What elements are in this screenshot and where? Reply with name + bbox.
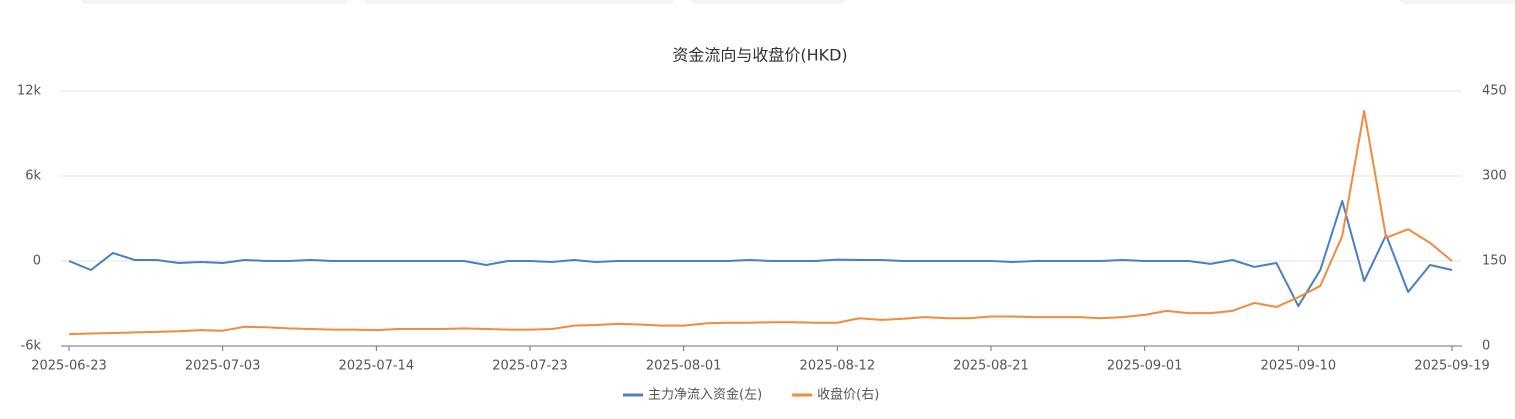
chart-title: 资金流向与收盘价(HKD) bbox=[672, 46, 847, 65]
y-tick-label: 0 bbox=[33, 254, 41, 269]
top-tab bbox=[82, 0, 348, 4]
x-tick-label: 2025-08-12 bbox=[800, 359, 876, 374]
y-tick-label: 12k bbox=[17, 84, 42, 99]
top-tab bbox=[1400, 0, 1515, 4]
top-tab bbox=[364, 0, 674, 4]
y2-tick-label: 300 bbox=[1482, 169, 1507, 184]
x-tick-label: 2025-08-21 bbox=[953, 359, 1029, 374]
x-tick-label: 2025-07-14 bbox=[339, 359, 415, 374]
y-tick-label: 6k bbox=[25, 169, 41, 184]
y2-tick-label: 0 bbox=[1482, 339, 1490, 354]
series-line bbox=[68, 109, 1453, 336]
y2-tick-label: 450 bbox=[1482, 84, 1507, 99]
top-tab bbox=[691, 0, 845, 4]
legend-label: 主力净流入资金(左) bbox=[648, 387, 762, 403]
y2-tick-label: 150 bbox=[1482, 254, 1507, 269]
x-tick-label: 2025-09-19 bbox=[1414, 359, 1490, 374]
x-tick-label: 2025-09-10 bbox=[1261, 359, 1337, 374]
y-tick-label: -6k bbox=[21, 339, 42, 354]
x-tick-label: 2025-07-23 bbox=[492, 359, 568, 374]
series-line bbox=[68, 200, 1453, 308]
x-tick-label: 2025-07-03 bbox=[185, 359, 261, 374]
x-tick-label: 2025-08-01 bbox=[646, 359, 722, 374]
legend-label: 收盘价(右) bbox=[817, 387, 879, 403]
x-tick-label: 2025-09-01 bbox=[1107, 359, 1183, 374]
x-tick-label: 2025-06-23 bbox=[31, 359, 107, 374]
